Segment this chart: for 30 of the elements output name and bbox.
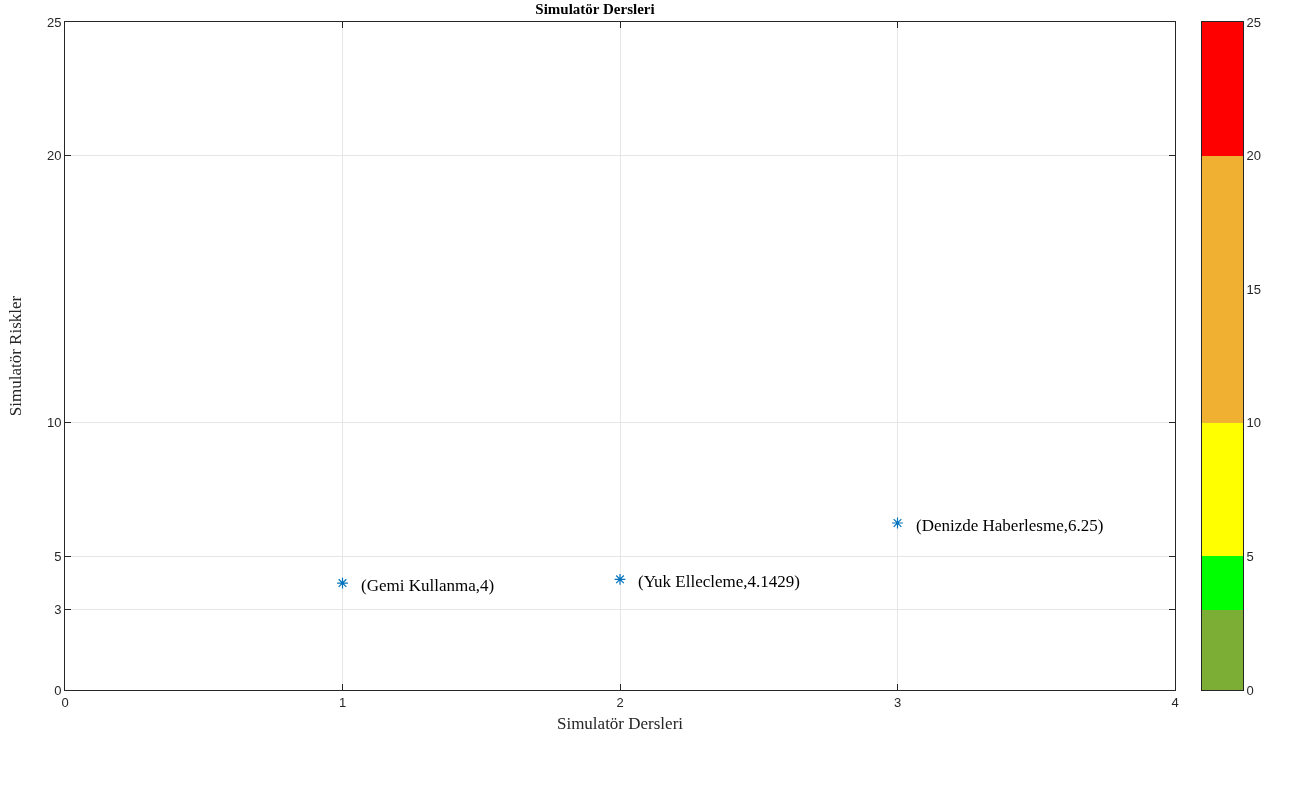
bar — [1202, 22, 1243, 156]
y-tick-label: 10 — [1246, 415, 1262, 431]
x-tick-label: 1 — [338, 694, 347, 710]
x-tick-label: 2 — [616, 694, 624, 710]
point — [336, 577, 349, 590]
annotation: (Yuk Ellecleme,4.1429) — [638, 572, 800, 591]
x-tick-label: 4 — [1171, 694, 1179, 710]
y-tick-label: 20 — [1246, 148, 1262, 164]
bar — [1202, 422, 1243, 557]
annotation: (Denizde Haberlesme,6.25) — [916, 516, 1104, 535]
x-tick-label: 3 — [893, 694, 902, 710]
bar — [1202, 609, 1243, 690]
x-axis-title: Simulatör Dersleri — [556, 714, 684, 733]
y-tick-label: 20 — [46, 148, 62, 164]
point — [891, 517, 904, 529]
y-tick-label: 15 — [1246, 281, 1262, 297]
y-tick-label: 5 — [54, 548, 62, 564]
y-tick-label: 0 — [54, 682, 62, 698]
y-tick-label: 25 — [1246, 14, 1262, 30]
annotation: (Gemi Kullanma,4) — [361, 576, 495, 595]
y-tick-label: 0 — [1246, 682, 1254, 698]
y-tick-label: 10 — [46, 415, 62, 431]
chart-title: Simulatör Dersleri — [535, 1, 655, 18]
bar — [1202, 556, 1243, 610]
bar — [1202, 155, 1243, 423]
y-tick-label: 3 — [54, 602, 62, 618]
point — [614, 573, 626, 586]
y-axis-title: Simulatör Riskler — [6, 295, 25, 417]
y-tick-label: 5 — [1246, 548, 1254, 564]
y-tick-label: 25 — [46, 14, 62, 30]
